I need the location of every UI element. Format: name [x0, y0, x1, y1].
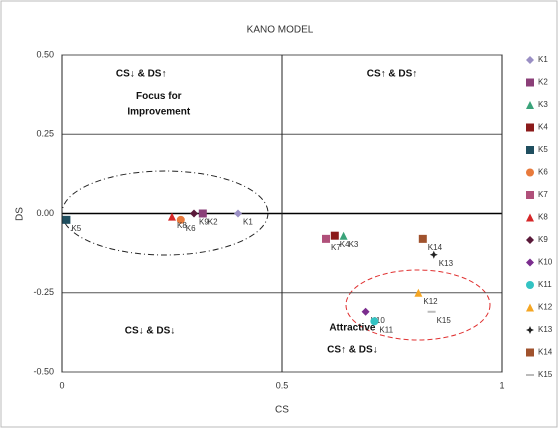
point-label: K2 — [208, 218, 218, 227]
data-point — [429, 250, 438, 259]
y-tick-label: 0.50 — [36, 49, 54, 59]
legend-label: K1 — [538, 55, 548, 64]
annotation: Focus for — [136, 91, 182, 102]
data-point — [234, 209, 242, 218]
annotation: CS↑ & DS↑ — [367, 69, 418, 80]
y-tick-label: 0.25 — [36, 129, 54, 139]
point-label: K1 — [243, 218, 253, 227]
legend-marker — [526, 236, 534, 244]
point-label: K6 — [186, 224, 196, 233]
legend-label: K7 — [538, 190, 548, 199]
data-point — [427, 310, 436, 313]
legend-label: K14 — [538, 348, 553, 357]
legend-label: K6 — [538, 168, 548, 177]
data-point — [198, 209, 207, 218]
annotation: CS↓ & DS↑ — [116, 69, 167, 80]
x-tick-label: 0 — [59, 380, 64, 390]
legend-marker — [526, 348, 534, 357]
legend-label: K9 — [538, 235, 548, 244]
x-tick-label: 0.5 — [276, 380, 289, 390]
data-point — [176, 215, 185, 224]
legend-marker — [526, 281, 534, 289]
legend-marker — [526, 326, 534, 334]
legend-label: K13 — [538, 325, 553, 334]
legend-marker — [526, 101, 534, 109]
attractive-ellipse — [345, 269, 491, 341]
x-axis-label: CS — [275, 405, 289, 416]
legend-marker — [526, 258, 534, 267]
legend-label: K11 — [538, 280, 552, 289]
point-label: K9 — [199, 218, 209, 227]
annotation: Improvement — [127, 107, 190, 118]
y-tick-label: 0.00 — [36, 208, 54, 218]
legend-marker — [526, 303, 534, 312]
x-tick-label: 1 — [499, 380, 504, 390]
legend-marker — [526, 191, 534, 199]
legend-label: K5 — [538, 145, 548, 154]
point-label: K13 — [439, 259, 454, 268]
point-label: K11 — [379, 325, 393, 334]
point-label: K15 — [437, 316, 452, 325]
point-label: K12 — [423, 297, 438, 306]
legend-marker — [526, 78, 534, 87]
point-label: K7 — [331, 243, 341, 252]
legend-label: K15 — [538, 370, 553, 379]
legend-marker — [526, 123, 534, 132]
data-point — [414, 288, 423, 297]
legend-label: K3 — [538, 100, 548, 109]
data-point — [168, 212, 176, 221]
legend-marker — [526, 56, 534, 64]
point-label: K5 — [71, 224, 81, 233]
legend-label: K4 — [538, 123, 548, 132]
legend-marker — [526, 168, 534, 177]
annotation: CS↑ & DS↓ — [327, 344, 378, 355]
point-label: K14 — [428, 243, 443, 252]
data-point — [370, 317, 379, 326]
point-label: K4 — [340, 240, 350, 249]
data-point — [361, 307, 370, 316]
data-point — [190, 209, 198, 218]
legend-marker — [526, 374, 534, 376]
legend-marker — [526, 146, 534, 154]
legend-label: K2 — [538, 78, 548, 87]
data-point — [339, 231, 348, 240]
legend-label: K8 — [538, 213, 548, 222]
annotation: Attractive — [329, 322, 376, 333]
legend-label: K10 — [538, 258, 553, 267]
point-label: K3 — [349, 240, 359, 249]
y-axis-label: DS — [15, 207, 26, 221]
data-point — [322, 234, 330, 243]
y-tick-label: -0.25 — [33, 287, 54, 297]
point-label: K8 — [177, 221, 187, 230]
chart-title: KANO MODEL — [247, 25, 314, 36]
legend-marker — [526, 213, 534, 222]
data-point — [330, 231, 339, 240]
annotation: CS↓ & DS↓ — [125, 325, 176, 336]
data-point — [418, 234, 427, 243]
y-tick-label: -0.50 — [33, 366, 54, 376]
legend-label: K12 — [538, 303, 553, 312]
data-point — [62, 215, 71, 224]
